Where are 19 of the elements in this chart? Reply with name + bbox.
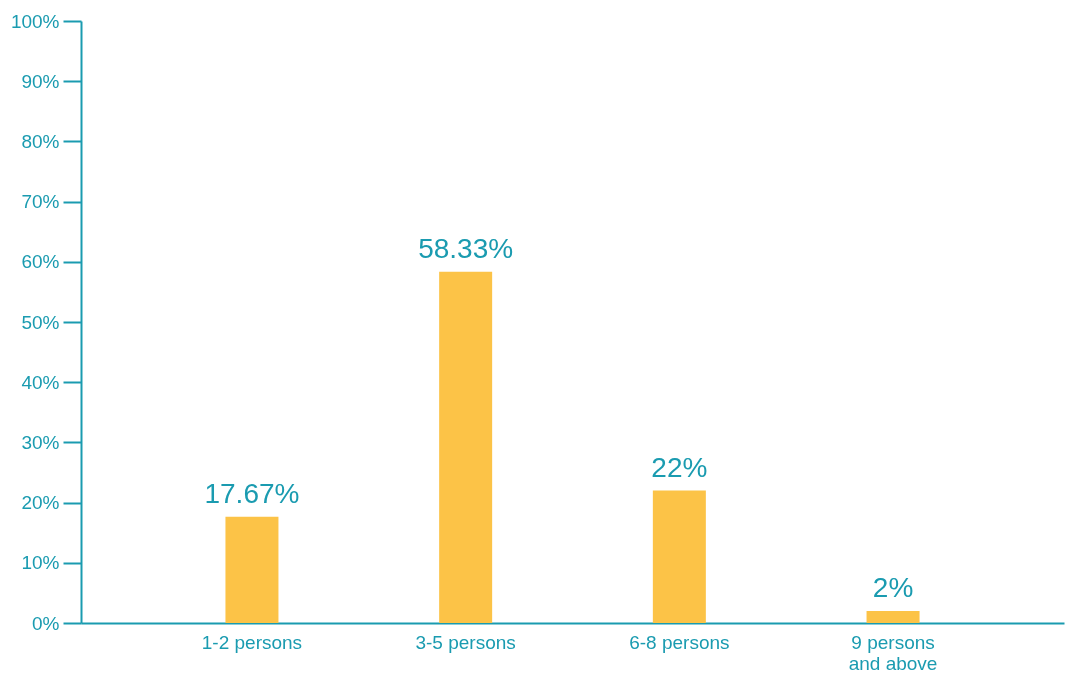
x-tick-label: 3-5 persons bbox=[415, 631, 516, 653]
x-tick-label: 6-8 persons bbox=[629, 631, 730, 653]
y-tick-label: 100% bbox=[10, 10, 60, 32]
y-tick-label: 90% bbox=[21, 70, 60, 92]
y-tick-label: 40% bbox=[21, 371, 60, 393]
y-tick-label: 30% bbox=[21, 431, 60, 453]
data-label: 58.33% bbox=[418, 232, 514, 264]
y-tick-label: 20% bbox=[21, 492, 60, 514]
data-label: 22% bbox=[651, 451, 708, 483]
y-tick-label: 60% bbox=[21, 251, 60, 273]
y-tick-label: 0% bbox=[32, 612, 60, 634]
y-tick-label: 70% bbox=[21, 191, 60, 213]
y-tick-label: 50% bbox=[21, 311, 60, 333]
data-label: 2% bbox=[872, 571, 914, 603]
data-label: 17.67% bbox=[204, 477, 300, 509]
x-tick-label: 9 persons and above bbox=[848, 631, 938, 674]
y-tick-label: 80% bbox=[21, 130, 60, 152]
y-tick-label: 10% bbox=[21, 552, 60, 574]
x-tick-label: 1-2 persons bbox=[201, 631, 303, 653]
